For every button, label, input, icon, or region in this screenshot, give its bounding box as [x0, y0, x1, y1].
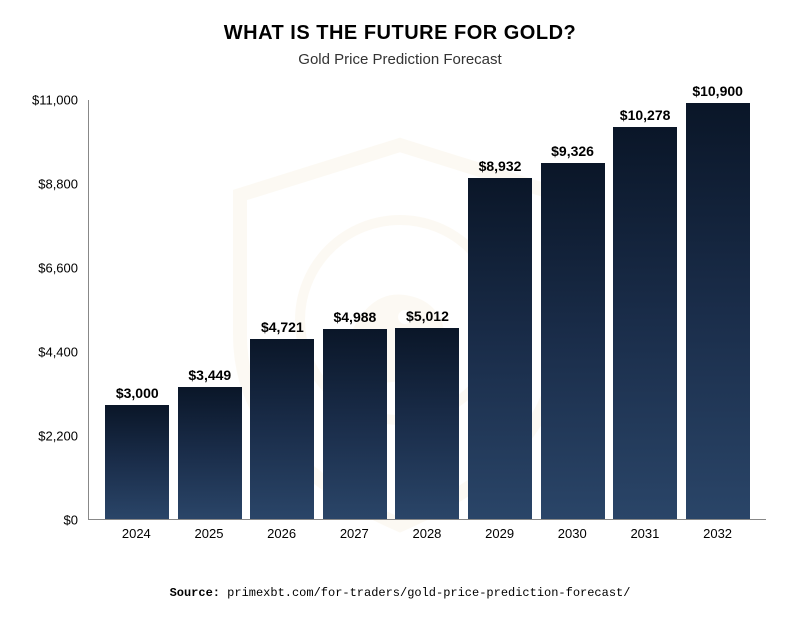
chart-subtitle: Gold Price Prediction Forecast: [0, 45, 800, 68]
x-tick-label: 2027: [322, 526, 386, 541]
y-axis: $11,000 $8,800 $6,600 $4,400 $2,200 $0: [0, 78, 88, 558]
bar-column: $3,000: [105, 385, 169, 520]
bar-column: $4,988: [323, 309, 387, 520]
bar-value-label: $4,721: [261, 319, 304, 335]
bar-value-label: $4,988: [333, 309, 376, 325]
bar-value-label: $9,326: [551, 143, 594, 159]
y-tick: $8,800: [38, 177, 78, 192]
bar-value-label: $10,900: [692, 83, 743, 99]
bar: [686, 103, 750, 519]
x-axis: 2024 2025 2026 2027 2028 2029 2030 2031 …: [88, 526, 766, 541]
bar: [541, 163, 605, 519]
bar-value-label: $3,000: [116, 385, 159, 401]
bar: [250, 339, 314, 519]
y-tick: $6,600: [38, 261, 78, 276]
bar-column: $8,932: [468, 158, 532, 519]
bar: [613, 127, 677, 519]
bar: [105, 405, 169, 520]
source-url: primexbt.com/for-traders/gold-price-pred…: [227, 586, 630, 600]
bar-column: $3,449: [178, 367, 242, 519]
y-tick: $0: [64, 513, 78, 528]
plot-area: $3,000 $3,449 $4,721 $4,988 $5,012 $8,93…: [88, 100, 766, 520]
bar-value-label: $10,278: [620, 107, 671, 123]
x-tick-label: 2031: [613, 526, 677, 541]
x-tick-label: 2032: [686, 526, 750, 541]
bar: [178, 387, 242, 519]
y-tick: $4,400: [38, 345, 78, 360]
bar-column: $10,278: [613, 107, 677, 519]
y-tick: $2,200: [38, 429, 78, 444]
bar: [323, 329, 387, 520]
chart-container: $11,000 $8,800 $6,600 $4,400 $2,200 $0 $…: [0, 78, 800, 558]
bar: [468, 178, 532, 519]
bar-value-label: $3,449: [188, 367, 231, 383]
bars-group: $3,000 $3,449 $4,721 $4,988 $5,012 $8,93…: [89, 100, 766, 519]
x-tick-label: 2024: [104, 526, 168, 541]
x-tick-label: 2025: [177, 526, 241, 541]
x-tick-label: 2028: [395, 526, 459, 541]
x-tick-label: 2026: [250, 526, 314, 541]
bar-value-label: $5,012: [406, 308, 449, 324]
bar: [395, 328, 459, 519]
chart-title: WHAT IS THE FUTURE FOR GOLD?: [0, 0, 800, 45]
bar-column: $10,900: [686, 83, 750, 519]
source-label: Source:: [170, 586, 228, 600]
bar-column: $9,326: [541, 143, 605, 519]
source-citation: Source: primexbt.com/for-traders/gold-pr…: [0, 586, 800, 600]
x-tick-label: 2029: [468, 526, 532, 541]
x-tick-label: 2030: [540, 526, 604, 541]
bar-column: $4,721: [250, 319, 314, 519]
bar-value-label: $8,932: [479, 158, 522, 174]
y-tick: $11,000: [32, 93, 78, 108]
bar-column: $5,012: [395, 308, 459, 519]
